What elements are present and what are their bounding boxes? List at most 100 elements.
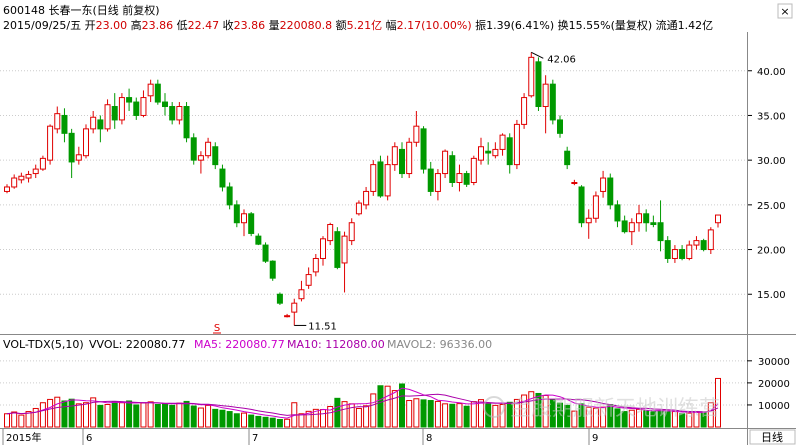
volume-bar: [449, 403, 456, 428]
candle-body: [449, 155, 456, 184]
candle-body: [133, 101, 140, 116]
candle-body: [535, 61, 542, 108]
quote-label-1: 高: [131, 18, 142, 32]
candle: [535, 57, 542, 111]
candle-body: [61, 114, 68, 134]
volume-bar: [377, 385, 384, 428]
candle-body: [621, 220, 628, 233]
candle: [485, 142, 492, 165]
candle: [636, 204, 642, 232]
candle: [442, 149, 449, 179]
candle-body: [111, 106, 118, 121]
candle-body: [391, 146, 398, 166]
volume-bar: [241, 412, 247, 428]
candle: [126, 88, 133, 111]
volume-bar: [434, 400, 441, 428]
period-button-label: 日线: [761, 430, 783, 444]
candle: [600, 170, 607, 198]
candle-body: [671, 249, 678, 259]
candle: [11, 174, 18, 189]
candle-body: [147, 83, 154, 97]
candle: [176, 102, 183, 125]
quote-label-4: 量: [269, 19, 280, 32]
sell-signal-marker: S: [214, 323, 220, 334]
volume-bar: [269, 417, 276, 428]
volume-bar: [715, 377, 721, 428]
candle: [564, 146, 571, 170]
candle: [169, 102, 176, 125]
candle-body: [707, 229, 714, 251]
quote-value-6: 2.17(10.00%): [397, 19, 476, 32]
candle-body: [176, 106, 183, 121]
candle-body: [75, 154, 82, 161]
volume-bar: [442, 403, 449, 428]
mavol2-value: MAVOL2: 96336.00: [387, 338, 492, 351]
candle-body: [370, 164, 377, 192]
candle: [657, 200, 664, 252]
candle-body: [320, 238, 326, 259]
candle: [111, 93, 118, 129]
candle-body: [54, 113, 61, 130]
candle-body: [212, 146, 219, 166]
candle-body: [657, 222, 664, 242]
volume-tick-label: 10000: [758, 401, 790, 412]
candle: [320, 236, 326, 266]
volume-bar: [118, 402, 125, 428]
volume-bar: [535, 392, 542, 428]
candle-body: [377, 161, 384, 197]
volume-bar: [205, 404, 212, 428]
ma5-value: MA5: 220080.77: [194, 338, 285, 351]
volume-bar: [478, 399, 484, 428]
price-panel[interactable]: 40.00 35.00 30.00 25.00 20.00 15.00 42.06 11.…: [0, 32, 786, 334]
candle: [492, 142, 499, 159]
candle: [312, 254, 319, 277]
volume-bar: [11, 411, 18, 428]
candle: [607, 173, 614, 210]
volume-tick-label: 30000: [758, 357, 790, 368]
candle-body: [262, 244, 269, 262]
candle: [118, 93, 125, 125]
candle-body: [478, 146, 484, 161]
header: 600148 长春一东(日线 前复权) × 2015/09/25/五 开23.0…: [3, 3, 793, 45]
candle: [47, 124, 54, 165]
close-button[interactable]: ×: [777, 3, 793, 19]
volume-bar: [233, 413, 240, 428]
quote-label-6: 幅: [386, 19, 397, 32]
candle-body: [32, 168, 39, 175]
volume-bar: [643, 410, 650, 428]
candle-body: [276, 293, 283, 304]
volume-bar: [427, 400, 434, 428]
candle-body: [154, 83, 161, 103]
volume-bar: [169, 404, 176, 428]
candle-body: [578, 186, 585, 224]
candle-body: [284, 315, 291, 318]
candle: [327, 222, 334, 246]
volume-panel[interactable]: VOL-TDX(5,10) VVOL: 220080.77 MA5: 22008…: [0, 338, 790, 428]
candle: [628, 218, 635, 246]
volume-bar: [363, 405, 370, 428]
candle-body: [700, 240, 707, 251]
candle: [456, 164, 463, 192]
quote-value-5: 5.21亿: [347, 19, 386, 32]
candle: [521, 93, 528, 129]
candle-body: [83, 128, 89, 157]
volume-bar: [341, 401, 348, 428]
candle-body: [190, 137, 197, 161]
volume-bar: [147, 401, 154, 428]
candle-body: [399, 148, 405, 175]
volume-bar: [420, 399, 427, 428]
period-button[interactable]: 日线: [749, 429, 796, 445]
quote-date: 2015/09/25/五: [3, 19, 85, 32]
candle: [32, 164, 39, 179]
candle: [276, 292, 283, 305]
volume-bar: [592, 407, 599, 428]
candle: [686, 240, 693, 261]
volume-bar: [262, 416, 269, 428]
volume-bar: [578, 403, 585, 428]
candle: [363, 186, 370, 210]
candle: [248, 212, 255, 237]
candle: [427, 161, 434, 196]
volume-bar: [621, 411, 628, 428]
volume-bar: [470, 401, 477, 428]
